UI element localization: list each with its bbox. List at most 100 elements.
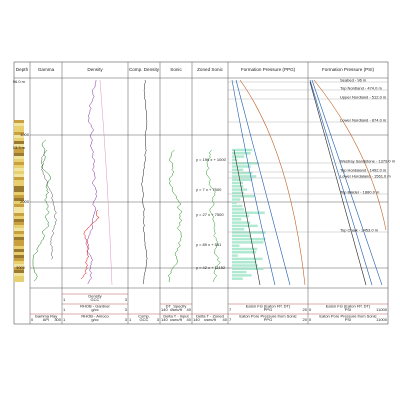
footer-max: 11000 xyxy=(376,307,388,312)
lithology xyxy=(14,213,24,216)
footer-name: Gamma Ray xyxy=(35,314,57,319)
footer-min: 140 xyxy=(161,307,168,312)
lithology xyxy=(14,147,24,150)
formation-top-label: Top Hordaland - 1492.0 m xyxy=(340,168,387,173)
lithology xyxy=(14,201,24,204)
formation-top-label: Lower Nordland - 874.0 m xyxy=(340,118,387,123)
lithology xyxy=(14,171,24,174)
footer-min: 140 xyxy=(161,317,168,322)
footer-unit: usec/ft xyxy=(170,317,183,322)
footer-max: 3 xyxy=(125,307,128,312)
footer-unit: GCC xyxy=(91,297,100,302)
footer-unit: usec/ft xyxy=(204,317,217,322)
lithology xyxy=(14,180,24,183)
depth-label: 3000 xyxy=(16,265,26,270)
lithology xyxy=(14,222,24,225)
ppg-curve xyxy=(231,79,276,286)
footer-max: 3 xyxy=(157,317,160,322)
gamma-curve xyxy=(32,139,51,282)
lithology xyxy=(14,237,24,240)
lithology xyxy=(14,123,24,126)
formation-top-label: Top Balder - 1880.0 m xyxy=(340,190,380,195)
sonic-annotation: y = 196 x + 1000 xyxy=(196,157,227,162)
lithology xyxy=(14,258,24,261)
depth-label: 96.0 m xyxy=(13,79,26,84)
footer-unit: PSI xyxy=(345,307,351,312)
lithology xyxy=(14,252,24,255)
sonic-curve xyxy=(167,149,183,283)
lithology xyxy=(14,141,24,144)
footer-max: 3 xyxy=(125,317,128,322)
track-title: Comp. Density xyxy=(129,67,160,72)
footer-min: 0 xyxy=(309,307,312,312)
psi-curve xyxy=(313,79,387,231)
footer-name: Eaton FG (Eaton FP, DT) xyxy=(246,304,291,309)
lithology xyxy=(14,195,24,198)
footer-min: 1 xyxy=(63,307,66,312)
lithology xyxy=(14,264,24,267)
lithology xyxy=(14,276,24,279)
footer-max: 11000 xyxy=(376,317,388,322)
formation-top-label: Westray Sandstone - 1379.0 m xyxy=(340,159,396,164)
zoned-sonic-curve xyxy=(206,149,221,283)
lithology xyxy=(14,120,24,123)
footer-name: Comp. xyxy=(138,314,150,319)
footer-max: 40 xyxy=(223,317,228,322)
footer-unit: GCC xyxy=(140,317,149,322)
lithology xyxy=(14,204,24,207)
lithology xyxy=(14,225,24,228)
lithology xyxy=(14,267,24,270)
formation-top-label: Top Nordland - 474.0 m xyxy=(340,86,382,91)
lithology xyxy=(14,165,24,168)
footer-name: Delta T - Input xyxy=(163,314,189,319)
footer-max: 40 xyxy=(187,317,192,322)
footer-unit: g/cc xyxy=(91,307,98,312)
lithology xyxy=(14,255,24,258)
footer-name: DT_Specify xyxy=(166,304,187,309)
lithology xyxy=(14,162,24,165)
footer-min: 0 xyxy=(309,317,312,322)
lithology xyxy=(14,210,24,213)
lithology xyxy=(14,198,24,201)
footer-max: 20 xyxy=(303,307,308,312)
lithology xyxy=(14,207,24,210)
formation-top-label: Seabed - 96 m xyxy=(340,78,367,83)
ppg-curve xyxy=(233,149,261,286)
footer-min: 7 xyxy=(229,317,232,322)
psi-curve xyxy=(309,79,373,286)
footer-unit: usec/ft xyxy=(170,307,183,312)
gamma-curve-2 xyxy=(41,149,57,260)
gardner-line xyxy=(99,79,113,286)
lithology xyxy=(14,168,24,171)
track-title: Sonic xyxy=(170,67,182,72)
footer-max: 3 xyxy=(125,297,128,302)
track-title: Formation Pressure (PSI) xyxy=(322,67,375,72)
lithology xyxy=(14,135,24,138)
footer-unit: g/cc xyxy=(91,317,98,322)
track-title: Gamma xyxy=(38,67,55,72)
lithology xyxy=(14,156,24,159)
ppg-curve xyxy=(235,79,291,286)
lithology xyxy=(14,243,24,246)
depth-label: 1000 xyxy=(20,132,30,137)
lithology xyxy=(14,231,24,234)
sonic-annotation: y = 89 x + 551 xyxy=(196,242,222,247)
lithology xyxy=(14,138,24,141)
footer-min: 140 xyxy=(193,317,200,322)
footer-name: Eaton Pore Pressure from Sonic xyxy=(319,314,376,319)
formation-top-label: Lower Hordaland - 1561.0 m xyxy=(340,174,391,179)
sonic-annotation: y = 7 x + 7500 xyxy=(196,187,222,192)
lithology xyxy=(14,153,24,156)
lithology xyxy=(14,228,24,231)
footer-max: 40 xyxy=(187,307,192,312)
lithology xyxy=(14,246,24,249)
footer-unit: PSI xyxy=(345,317,351,322)
footer-min: 7 xyxy=(229,307,232,312)
track-title: Density xyxy=(87,67,103,72)
lithology xyxy=(14,192,24,195)
footer-name: RHOB - Gardner xyxy=(80,304,110,309)
psi-curve xyxy=(311,79,383,286)
lithology xyxy=(14,216,24,219)
lithology xyxy=(14,174,24,177)
lithology xyxy=(14,189,24,192)
